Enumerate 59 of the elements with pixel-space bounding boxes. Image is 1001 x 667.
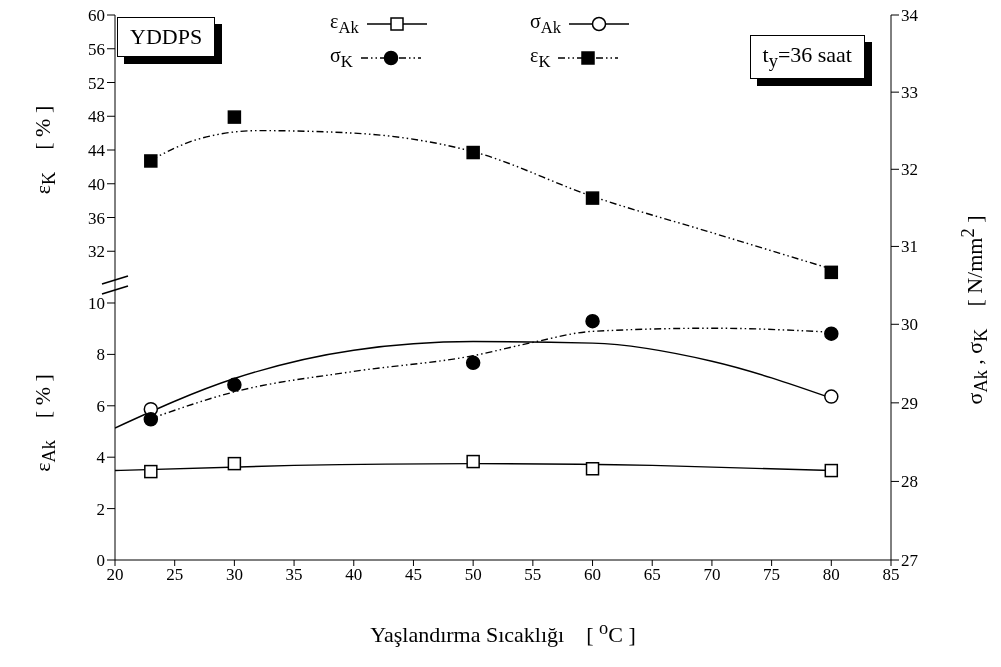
y-tick-label: 6 bbox=[96, 396, 105, 416]
y-tick-label: 44 bbox=[88, 141, 106, 161]
y-tick-label: 32 bbox=[88, 242, 105, 262]
legend-label: σ$_{K}$ bbox=[330, 44, 353, 72]
x-tick-label: 40 bbox=[345, 565, 363, 585]
point bbox=[144, 154, 158, 168]
x-tick-label: 60 bbox=[584, 565, 602, 585]
y-tick-label: 56 bbox=[88, 39, 105, 59]
point bbox=[144, 464, 158, 479]
y-tick-label: 10 bbox=[88, 294, 105, 314]
y2-tick-label: 34 bbox=[901, 6, 919, 26]
y2-tick-label: 27 bbox=[901, 551, 919, 571]
y-tick-label: 48 bbox=[88, 107, 105, 127]
annotation: YDDPS bbox=[117, 17, 216, 57]
y2-tick-label: 29 bbox=[901, 393, 918, 413]
y-tick-label: 52 bbox=[88, 73, 105, 93]
x-tick-label: 35 bbox=[285, 565, 303, 585]
point bbox=[227, 456, 242, 471]
y-tick-label: 36 bbox=[88, 208, 105, 228]
y-tick-label: 40 bbox=[88, 174, 105, 194]
point bbox=[227, 377, 242, 393]
y2-tick-label: 28 bbox=[901, 472, 918, 492]
point bbox=[465, 355, 481, 371]
x-tick-label: 85 bbox=[882, 565, 900, 585]
point bbox=[824, 265, 839, 280]
legend-label: ε$_{K}$ bbox=[530, 44, 551, 72]
x-tick-label: 70 bbox=[703, 565, 721, 585]
y2-tick-label: 30 bbox=[901, 315, 918, 335]
x-tick-label: 65 bbox=[643, 565, 661, 585]
x-tick-label: 25 bbox=[166, 565, 184, 585]
y2-tick-label: 33 bbox=[901, 83, 918, 103]
point bbox=[824, 389, 839, 404]
x-tick-label: 30 bbox=[225, 565, 243, 585]
annotation: t$_{y}$=36 saat bbox=[749, 35, 865, 80]
legend-label: σ$_{Ak}$ bbox=[530, 10, 562, 38]
y2-tick-label: 32 bbox=[901, 160, 918, 180]
y-tick-label: 4 bbox=[96, 448, 106, 468]
x-tick-label: 55 bbox=[524, 565, 542, 585]
x-axis-title: Yaşlandırma Sıcaklığı [ $^{o}$C ] bbox=[369, 618, 637, 649]
y-tick-label: 60 bbox=[88, 6, 105, 26]
y-tick-label: 2 bbox=[96, 499, 105, 519]
legend-label: ε$_{Ak}$ bbox=[330, 10, 359, 38]
point bbox=[227, 110, 242, 124]
point bbox=[824, 463, 839, 478]
x-tick-label: 75 bbox=[763, 565, 781, 585]
point bbox=[143, 412, 159, 427]
y-tick-label: 8 bbox=[96, 345, 105, 365]
point bbox=[824, 326, 839, 341]
y2-tick-label: 31 bbox=[901, 237, 918, 257]
point bbox=[585, 462, 600, 476]
x-tick-label: 20 bbox=[106, 565, 124, 585]
x-tick-label: 45 bbox=[404, 565, 422, 585]
x-tick-label: 50 bbox=[464, 565, 482, 585]
x-tick-label: 80 bbox=[822, 565, 840, 585]
point bbox=[585, 191, 600, 205]
point bbox=[466, 454, 480, 469]
point bbox=[585, 313, 600, 329]
y-tick-label: 0 bbox=[96, 551, 105, 571]
point bbox=[466, 145, 480, 160]
